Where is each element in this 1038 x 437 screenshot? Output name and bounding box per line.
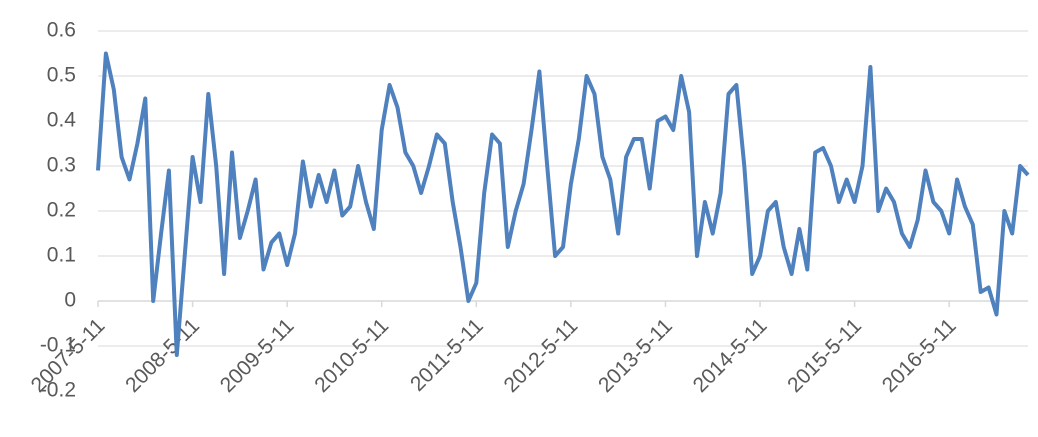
- y-tick-label: 0: [64, 289, 76, 312]
- x-tick-label: 2009-5-11: [216, 314, 299, 397]
- x-tick-label: 2013-5-11: [594, 314, 677, 397]
- y-tick-label: 0.3: [47, 154, 76, 177]
- y-tick-label: -0.1: [40, 334, 76, 357]
- x-tick-label: 2015-5-11: [783, 314, 866, 397]
- y-tick-label: 0.1: [47, 244, 76, 267]
- y-tick-label: -0.2: [40, 379, 76, 402]
- x-tick-label: 2011-5-11: [406, 314, 488, 396]
- x-tick-label: 2016-5-11: [878, 314, 961, 397]
- y-tick-label: 0.2: [47, 199, 76, 222]
- y-tick-label: 0.5: [47, 64, 76, 87]
- x-tick-label: 2014-5-11: [689, 314, 772, 397]
- data-line: [96, 51, 1030, 357]
- x-tick-label: 2012-5-11: [499, 314, 582, 397]
- y-tick-label: 0.4: [47, 109, 77, 132]
- y-tick-label: 0.6: [47, 19, 76, 42]
- x-tick-label: 2010-5-11: [310, 314, 393, 397]
- x-tick-label: 2008-5-11: [121, 314, 204, 397]
